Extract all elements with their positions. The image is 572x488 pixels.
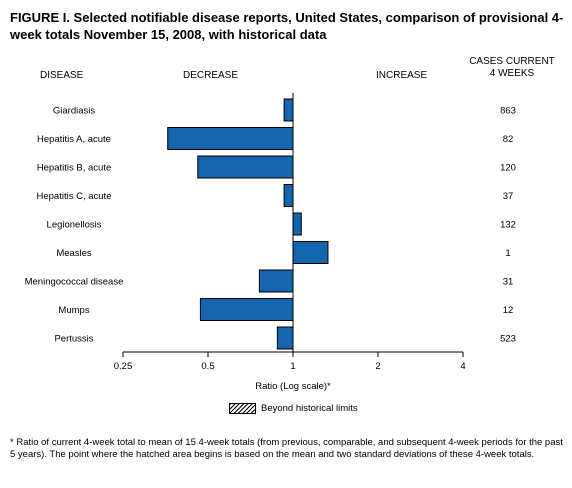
cases-value: 12: [503, 305, 514, 316]
x-tick-label: 0.5: [201, 361, 214, 372]
chart-title: FIGURE I. Selected notifiable disease re…: [10, 10, 564, 42]
bar: [292, 241, 329, 264]
category-label: Mumps: [58, 305, 89, 316]
legend-label: Beyond historical limits: [261, 402, 358, 414]
category-label: Hepatitis A, acute: [37, 134, 111, 145]
cases-value: 523: [500, 334, 516, 345]
category-label: Pertussis: [54, 334, 93, 345]
category-label: Giardiasis: [53, 106, 95, 117]
x-tick-label: 4: [460, 361, 465, 372]
x-axis-label: Ratio (Log scale)*: [255, 381, 331, 392]
cases-value: 37: [503, 191, 514, 202]
category-label: Hepatitis B, acute: [37, 163, 111, 174]
bar: [283, 184, 294, 207]
bar: [283, 98, 294, 122]
cases-value: 31: [503, 277, 514, 288]
cases-column-header: CASES CURRENT 4 WEEKS: [469, 56, 555, 79]
disease-column-header: DISEASE: [40, 70, 84, 81]
decrease-header: DECREASE: [183, 70, 239, 81]
x-tick-label: 0.25: [114, 361, 133, 372]
bar: [167, 127, 294, 150]
bar: [258, 269, 294, 293]
bar: [197, 155, 294, 179]
category-label: Measles: [56, 248, 92, 259]
bar: [276, 326, 294, 350]
cases-value: 863: [500, 106, 516, 117]
cases-value: 132: [500, 220, 516, 231]
increase-header: INCREASE: [376, 70, 428, 81]
footnote: * Ratio of current 4-week total to mean …: [10, 437, 563, 460]
bar: [292, 212, 302, 236]
cases-value: 120: [500, 163, 516, 174]
category-label: Meningococcal disease: [25, 277, 124, 288]
cases-value: 82: [503, 134, 514, 145]
category-label: Hepatitis C, acute: [37, 191, 112, 202]
bar: [199, 298, 294, 321]
x-tick-label: 1: [290, 361, 295, 372]
cases-value: 1: [505, 248, 510, 259]
x-tick-label: 2: [375, 361, 380, 372]
hatched-legend-swatch: [229, 402, 256, 414]
legend: Beyond historical limits: [229, 402, 358, 414]
category-label: Legionellosis: [47, 220, 102, 231]
